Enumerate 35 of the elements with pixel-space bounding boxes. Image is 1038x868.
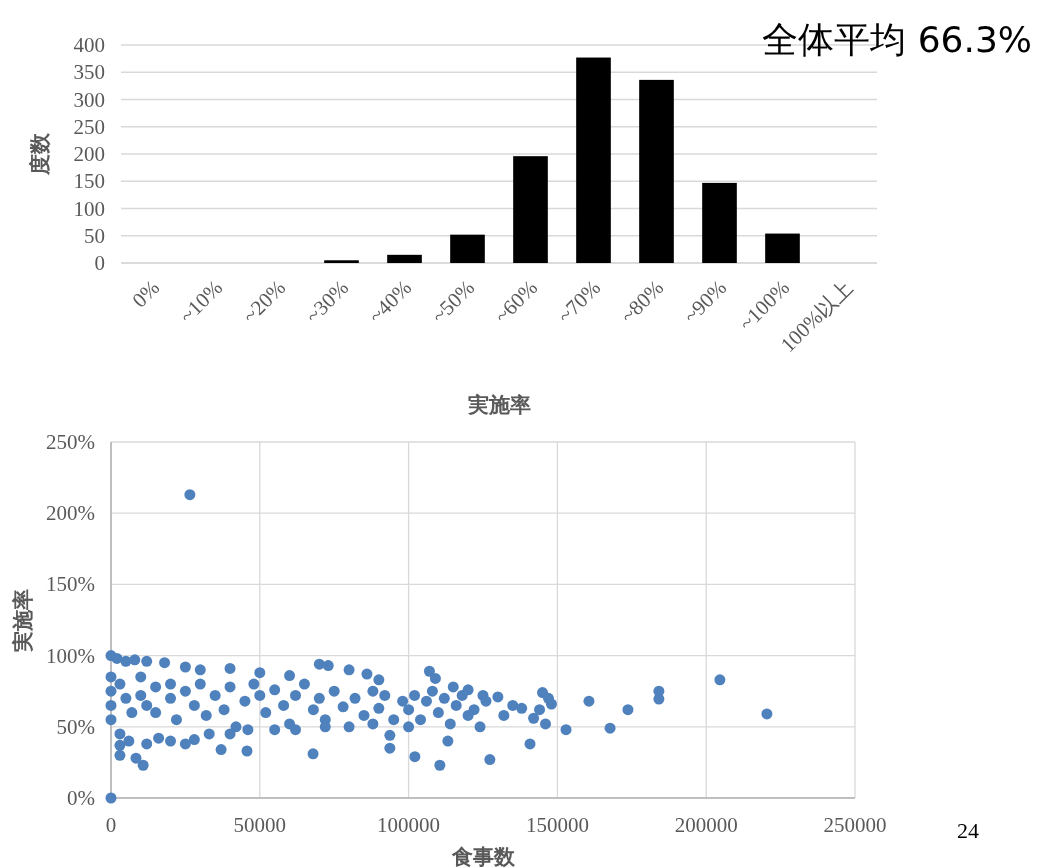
y-tick-label: 300 bbox=[73, 87, 105, 112]
bar bbox=[450, 234, 485, 263]
x-tick-label: 100000 bbox=[377, 813, 441, 837]
y-tick-label: 50% bbox=[56, 714, 95, 739]
y-tick-label: 350 bbox=[73, 60, 105, 85]
bar bbox=[702, 182, 737, 263]
x-axis-title: 食事数 bbox=[450, 845, 516, 868]
y-tick-label: 100 bbox=[73, 196, 105, 221]
x-tick-label: 150000 bbox=[525, 813, 589, 837]
bar bbox=[639, 79, 674, 263]
bar bbox=[765, 233, 800, 263]
bar bbox=[576, 57, 611, 263]
bar bbox=[324, 260, 359, 263]
x-tick-label: 0% bbox=[127, 275, 165, 313]
x-tick-label: 200000 bbox=[674, 813, 738, 837]
y-axis-title: 実施率 bbox=[11, 588, 35, 653]
x-axis-title: 実施率 bbox=[466, 393, 531, 417]
y-tick-label: 200% bbox=[46, 501, 95, 526]
y-tick-label: 150% bbox=[46, 572, 95, 597]
y-tick-label: 50 bbox=[84, 223, 105, 248]
y-axis-title: 度数 bbox=[28, 132, 52, 176]
y-tick-label: 400 bbox=[73, 33, 105, 57]
annotation: 全体平均 66.3% bbox=[762, 19, 1032, 60]
y-tick-label: 250 bbox=[73, 114, 105, 139]
y-tick-label: 0 bbox=[94, 251, 105, 275]
y-tick-label: 0% bbox=[67, 786, 95, 810]
bar bbox=[387, 254, 422, 263]
x-tick-label: 50000 bbox=[233, 813, 287, 837]
bar bbox=[513, 156, 548, 263]
x-tick-label: 250000 bbox=[823, 813, 887, 837]
y-tick-label: 200 bbox=[73, 142, 105, 166]
y-tick-label: 100% bbox=[46, 643, 95, 668]
text: 24 bbox=[957, 818, 979, 843]
y-tick-label: 150 bbox=[73, 169, 105, 194]
y-tick-label: 250% bbox=[46, 430, 95, 454]
